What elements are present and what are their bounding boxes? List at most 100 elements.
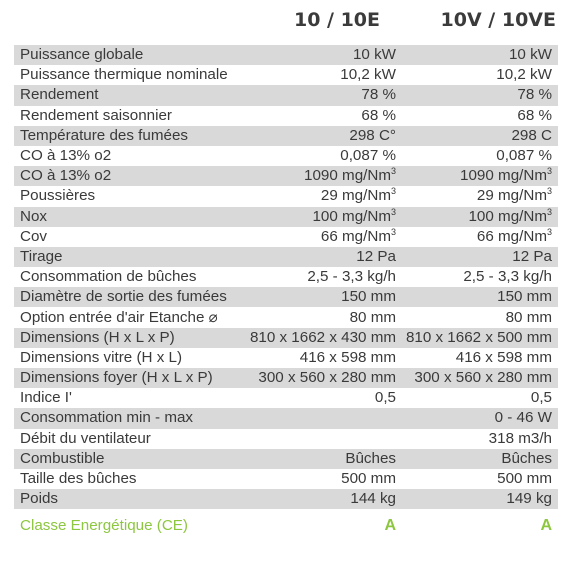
spec-value-10v-10ve: Bûches xyxy=(400,448,558,469)
spec-value-text: 0,087 % xyxy=(340,147,396,165)
table-row: Dimensions foyer (H x L x P) 300 x 560 x … xyxy=(14,368,558,389)
table-row: Poussières 29 mg/Nm3 29 mg/Nm3 xyxy=(14,186,558,207)
spec-value-10-10e: 78 % xyxy=(242,85,400,106)
spec-value-text: 500 mm xyxy=(341,470,396,488)
spec-value-10v-10ve: 100 mg/Nm3 xyxy=(400,206,558,227)
spec-value-text: 144 kg xyxy=(350,490,396,508)
unit-superscript: 3 xyxy=(390,226,396,237)
spec-value-text: 68 % xyxy=(517,106,552,124)
table-header: 10 / 10E 10V / 10VE xyxy=(0,6,578,36)
unit-superscript: 3 xyxy=(390,186,396,197)
spec-value-text: 29 mg/Nm xyxy=(476,187,547,205)
spec-label: Puissance thermique nominale xyxy=(14,65,242,86)
spec-value-10-10e: 80 mm xyxy=(242,307,400,328)
spec-label: Dimensions (H x L x P) xyxy=(14,327,242,348)
spec-value-10-10e xyxy=(242,428,400,449)
spec-label: Consommation min - max xyxy=(14,408,242,429)
spec-label: Dimensions vitre (H x L) xyxy=(14,347,242,368)
spec-value-text: 416 x 598 mm xyxy=(299,348,396,366)
spec-value-10-10e: 29 mg/Nm3 xyxy=(242,186,400,207)
spec-value-10v-10ve: 150 mm xyxy=(400,287,558,308)
spec-value-text: 0,5 xyxy=(530,389,552,407)
spec-value-text: 66 mg/Nm xyxy=(320,227,391,245)
energy-class-label: Classe Energétique (CE) xyxy=(14,509,242,540)
spec-value-text: 10 kW xyxy=(508,46,552,64)
spec-value-10v-10ve: 300 x 560 x 280 mm xyxy=(400,368,558,389)
table-row: Nox 100 mg/Nm3 100 mg/Nm3 xyxy=(14,206,558,227)
table-row: Diamètre de sortie des fumées 150 mm 150 m… xyxy=(14,287,558,308)
spec-value-10v-10ve: 810 x 1662 x 500 mm xyxy=(400,327,558,348)
spec-label: CO à 13% o2 xyxy=(14,166,242,187)
spec-value-10-10e: 12 Pa xyxy=(242,246,400,268)
spec-value-10v-10ve: 29 mg/Nm3 xyxy=(400,186,558,207)
spec-value-10v-10ve: 416 x 598 mm xyxy=(400,347,558,368)
spec-value-text: 0 - 46 W xyxy=(494,409,552,427)
unit-superscript: 3 xyxy=(390,166,396,177)
table-row: Option entrée d'air Etanche ⌀ 80 mm 80 mm xyxy=(14,307,558,328)
spec-label: Poussières xyxy=(14,186,242,207)
column-header-10-10e: 10 / 10E xyxy=(293,9,380,31)
spec-value-10v-10ve: 68 % xyxy=(400,105,558,126)
table-row: Dimensions (H x L x P) 810 x 1662 x 430 m… xyxy=(14,327,558,348)
table-row: Puissance thermique nominale 10,2 kW 10,2 … xyxy=(14,65,558,86)
spec-value-text: 68 % xyxy=(361,106,396,124)
spec-value-10v-10ve: 10 kW xyxy=(400,45,558,66)
spec-value-text: 500 mm xyxy=(497,470,552,488)
table-row: Taille des bûches 500 mm 500 mm xyxy=(14,468,558,490)
energy-class-row: Classe Energétique (CE) A A xyxy=(14,509,558,540)
spec-value-text: 10,2 kW xyxy=(340,66,396,84)
spec-value-10v-10ve: 0 - 46 W xyxy=(400,408,558,429)
spec-label: Rendement saisonnier xyxy=(14,105,242,126)
table-row: Consommation de bûches 2,5 - 3,3 kg/h 2,5 … xyxy=(14,267,558,288)
spec-value-text: 1090 mg/Nm xyxy=(304,167,391,185)
unit-superscript: 3 xyxy=(546,186,552,197)
spec-label: Consommation de bûches xyxy=(14,267,242,288)
spec-value-10v-10ve: 0,5 xyxy=(400,388,558,409)
spec-label: Taille des bûches xyxy=(14,468,242,490)
spec-value-text: 1090 mg/Nm xyxy=(460,167,547,185)
unit-superscript: 3 xyxy=(546,206,552,217)
spec-value-text: 100 mg/Nm xyxy=(312,207,391,225)
spec-value-text: 298 C xyxy=(511,126,552,144)
spec-value-text: 2,5 - 3,3 kg/h xyxy=(307,268,396,286)
spec-value-text: 300 x 560 x 280 mm xyxy=(414,369,552,387)
spec-value-10-10e: 100 mg/Nm3 xyxy=(242,206,400,227)
table-row: Puissance globale 10 kW 10 kW xyxy=(14,45,558,66)
spec-value-10-10e: 10,2 kW xyxy=(242,65,400,86)
spec-value-text: Bûches xyxy=(345,449,396,467)
spec-value-text: 12 Pa xyxy=(356,247,396,265)
spec-value-10-10e: 68 % xyxy=(242,105,400,126)
spec-label: Rendement xyxy=(14,85,242,106)
spec-value-text: 80 mm xyxy=(349,308,396,326)
spec-value-text: 0,087 % xyxy=(496,147,552,165)
spec-value-10-10e: Bûches xyxy=(242,448,400,469)
spec-value-10v-10ve: 80 mm xyxy=(400,307,558,328)
spec-label: Tirage xyxy=(14,246,242,268)
spec-value-text: 298 C° xyxy=(349,126,396,144)
spec-value-text: 416 x 598 mm xyxy=(455,348,552,366)
spec-value-10-10e: 300 x 560 x 280 mm xyxy=(242,368,400,389)
spec-value-text: 150 mm xyxy=(341,288,396,306)
spec-value-text: 12 Pa xyxy=(512,247,552,265)
table-row: Indice I' 0,5 0,5 xyxy=(14,388,558,409)
table-row: Consommation min - max 0 - 46 W xyxy=(14,408,558,429)
spec-value-10-10e: 416 x 598 mm xyxy=(242,347,400,368)
spec-value-text: 149 kg xyxy=(506,490,552,508)
spec-value-10v-10ve: 298 C xyxy=(400,125,558,146)
spec-value-10-10e xyxy=(242,408,400,429)
spec-value-text: 78 % xyxy=(361,86,396,104)
spec-value-text: 318 m3/h xyxy=(488,429,552,447)
spec-value-text: 0,5 xyxy=(374,389,396,407)
spec-value-text: 78 % xyxy=(517,86,552,104)
spec-label: Indice I' xyxy=(14,388,242,409)
spec-value-text: 810 x 1662 x 500 mm xyxy=(405,328,552,346)
table-row: Rendement 78 % 78 % xyxy=(14,85,558,106)
spec-value-10-10e: 500 mm xyxy=(242,468,400,490)
table-row: Poids 144 kg 149 kg xyxy=(14,489,558,510)
spec-value-text: 100 mg/Nm xyxy=(468,207,547,225)
spec-label: CO à 13% o2 xyxy=(14,145,242,167)
spec-value-text: 300 x 560 x 280 mm xyxy=(258,369,396,387)
table-row: Tirage 12 Pa 12 Pa xyxy=(14,246,558,268)
spec-label: Débit du ventilateur xyxy=(14,428,242,449)
table-row: Rendement saisonnier 68 % 68 % xyxy=(14,105,558,126)
